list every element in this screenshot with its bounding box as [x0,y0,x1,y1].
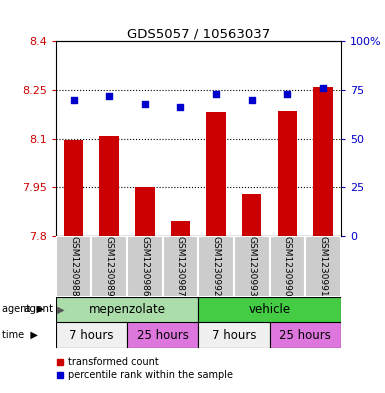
Bar [135,187,155,236]
Point [213,91,219,97]
Text: GSM1230990: GSM1230990 [283,236,292,297]
FancyBboxPatch shape [56,236,92,297]
Bar [56,322,127,348]
Point [284,91,290,97]
Bar [56,297,198,322]
FancyBboxPatch shape [270,236,305,297]
Bar [64,140,84,236]
Text: GSM1230987: GSM1230987 [176,236,185,297]
Text: 25 hours: 25 hours [137,329,189,342]
Text: mepenzolate: mepenzolate [89,303,166,316]
Point [320,85,326,91]
FancyBboxPatch shape [92,236,127,297]
Point [177,104,184,110]
Text: 7 hours: 7 hours [212,329,256,342]
Point [70,96,77,103]
Text: GSM1230992: GSM1230992 [212,236,221,296]
Text: GSM1230989: GSM1230989 [105,236,114,297]
Legend: transformed count, percentile rank within the sample: transformed count, percentile rank withi… [53,354,236,384]
Point [249,96,255,103]
Point [142,100,148,107]
Bar [198,297,341,322]
Text: GSM1230991: GSM1230991 [318,236,327,297]
Text: vehicle: vehicle [248,303,291,316]
Bar [206,112,226,236]
Bar [127,322,198,348]
Text: ▶: ▶ [54,305,65,314]
Point [106,93,112,99]
Text: GSM1230986: GSM1230986 [141,236,149,297]
Bar [270,322,341,348]
Text: 25 hours: 25 hours [279,329,331,342]
FancyBboxPatch shape [163,236,198,297]
Bar [99,136,119,236]
FancyBboxPatch shape [198,236,234,297]
Text: agent  ▶: agent ▶ [2,305,44,314]
Text: GSM1230988: GSM1230988 [69,236,78,297]
Bar [278,111,297,236]
Text: GSM1230993: GSM1230993 [247,236,256,297]
FancyBboxPatch shape [305,236,341,297]
Bar [198,322,270,348]
Title: GDS5057 / 10563037: GDS5057 / 10563037 [127,27,270,40]
Text: 7 hours: 7 hours [69,329,114,342]
Text: time  ▶: time ▶ [2,330,38,340]
FancyBboxPatch shape [127,236,163,297]
Text: agent: agent [24,305,54,314]
FancyBboxPatch shape [234,236,270,297]
Bar [171,221,190,236]
Bar [313,86,333,236]
Bar [242,194,261,236]
